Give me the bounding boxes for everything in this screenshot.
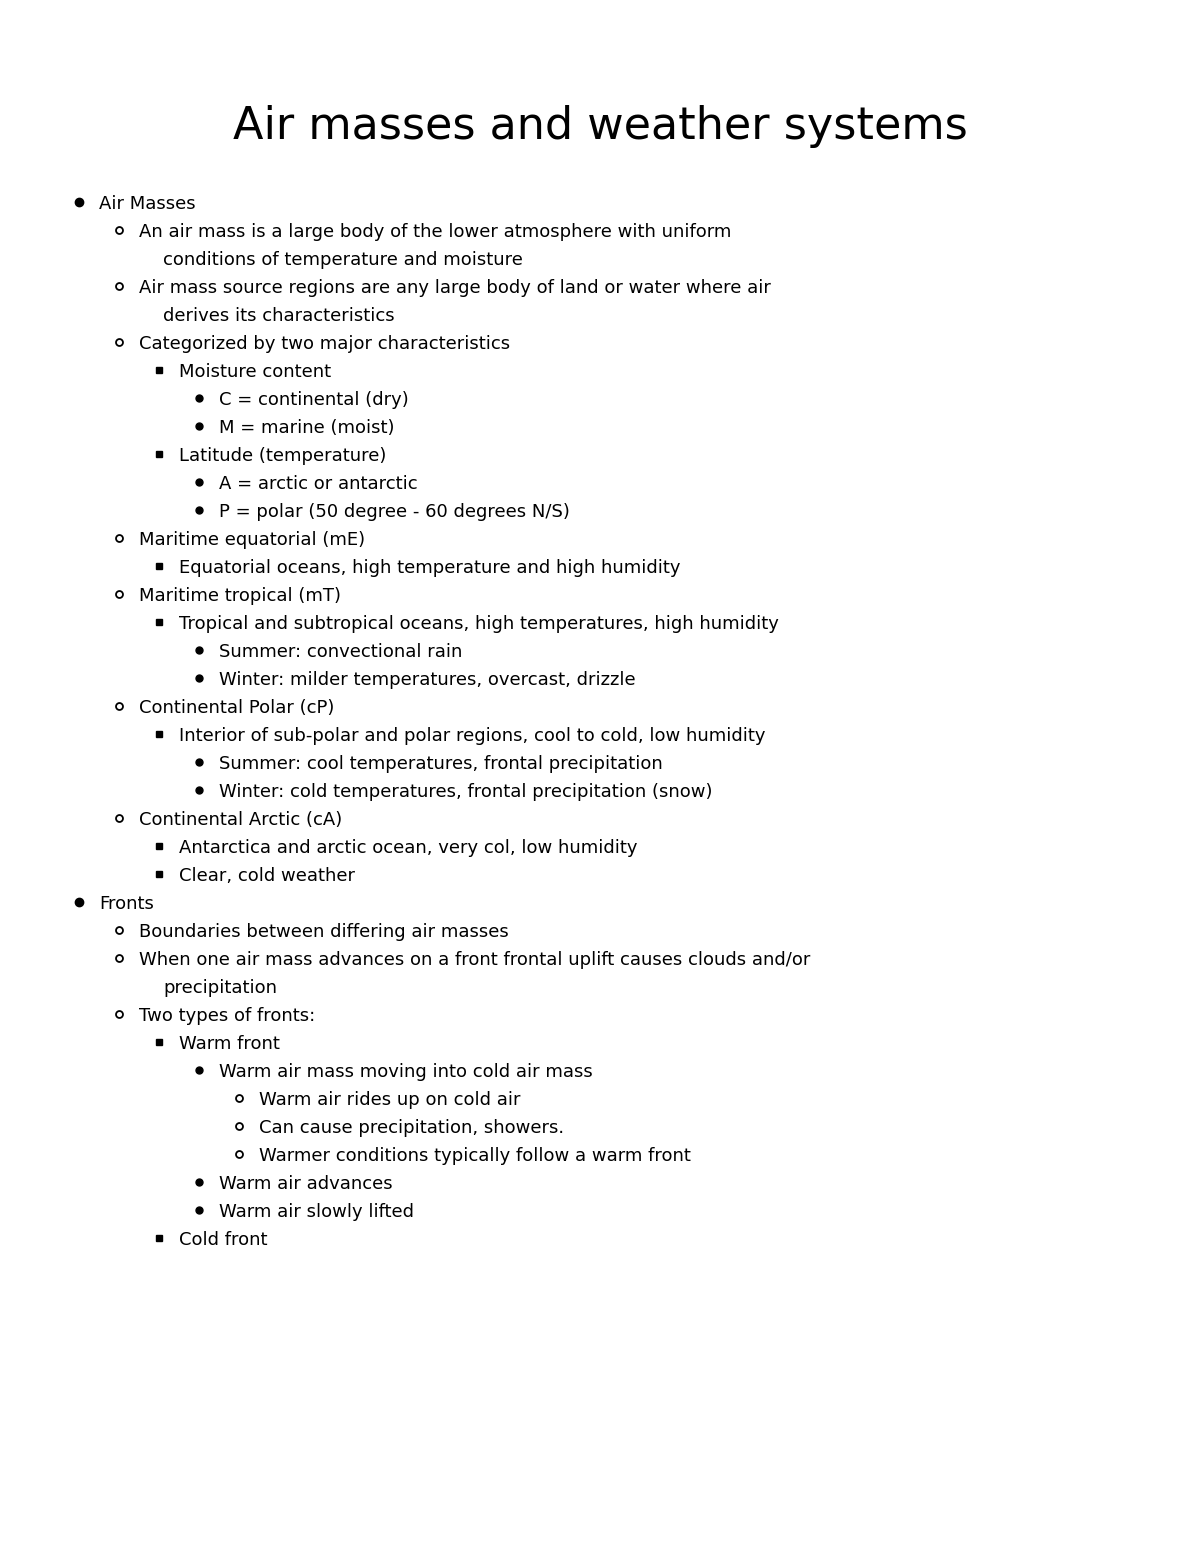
Text: conditions of temperature and moisture: conditions of temperature and moisture [163,252,523,269]
Text: P = polar (50 degree - 60 degrees N/S): P = polar (50 degree - 60 degrees N/S) [220,503,570,520]
Text: Moisture content: Moisture content [179,363,331,380]
Text: M = marine (moist): M = marine (moist) [220,419,395,436]
Text: Winter: milder temperatures, overcast, drizzle: Winter: milder temperatures, overcast, d… [220,671,636,690]
Text: Summer: convectional rain: Summer: convectional rain [220,643,462,662]
Text: Continental Arctic (cA): Continental Arctic (cA) [139,811,342,829]
Text: Maritime equatorial (mE): Maritime equatorial (mE) [139,531,365,550]
Text: precipitation: precipitation [163,978,277,997]
Text: Winter: cold temperatures, frontal precipitation (snow): Winter: cold temperatures, frontal preci… [220,783,713,801]
Text: Maritime tropical (mT): Maritime tropical (mT) [139,587,341,606]
Text: Categorized by two major characteristics: Categorized by two major characteristics [139,335,510,353]
Text: An air mass is a large body of the lower atmosphere with uniform: An air mass is a large body of the lower… [139,224,731,241]
Text: Antarctica and arctic ocean, very col, low humidity: Antarctica and arctic ocean, very col, l… [179,839,637,857]
Text: When one air mass advances on a front frontal uplift causes clouds and/or: When one air mass advances on a front fr… [139,950,810,969]
Text: Continental Polar (cP): Continental Polar (cP) [139,699,335,717]
Text: Warm air rides up on cold air: Warm air rides up on cold air [259,1092,521,1109]
Text: Air Masses: Air Masses [98,196,196,213]
Text: C = continental (dry): C = continental (dry) [220,391,409,408]
Text: Warm front: Warm front [179,1034,280,1053]
Text: Can cause precipitation, showers.: Can cause precipitation, showers. [259,1120,564,1137]
Text: Warm air advances: Warm air advances [220,1176,392,1193]
Text: Summer: cool temperatures, frontal precipitation: Summer: cool temperatures, frontal preci… [220,755,662,773]
Text: Two types of fronts:: Two types of fronts: [139,1006,316,1025]
Text: Warm air mass moving into cold air mass: Warm air mass moving into cold air mass [220,1062,593,1081]
Text: Latitude (temperature): Latitude (temperature) [179,447,386,464]
Text: Warm air slowly lifted: Warm air slowly lifted [220,1204,414,1221]
Text: Equatorial oceans, high temperature and high humidity: Equatorial oceans, high temperature and … [179,559,680,578]
Text: Interior of sub-polar and polar regions, cool to cold, low humidity: Interior of sub-polar and polar regions,… [179,727,766,745]
Text: A = arctic or antarctic: A = arctic or antarctic [220,475,418,492]
Text: derives its characteristics: derives its characteristics [163,307,395,325]
Text: Tropical and subtropical oceans, high temperatures, high humidity: Tropical and subtropical oceans, high te… [179,615,779,634]
Text: Fronts: Fronts [98,895,154,913]
Text: Air masses and weather systems: Air masses and weather systems [233,106,967,148]
Text: Cold front: Cold front [179,1232,268,1249]
Text: Boundaries between differing air masses: Boundaries between differing air masses [139,922,509,941]
Text: Warmer conditions typically follow a warm front: Warmer conditions typically follow a war… [259,1148,691,1165]
Text: Clear, cold weather: Clear, cold weather [179,867,355,885]
Text: Air mass source regions are any large body of land or water where air: Air mass source regions are any large bo… [139,280,770,297]
